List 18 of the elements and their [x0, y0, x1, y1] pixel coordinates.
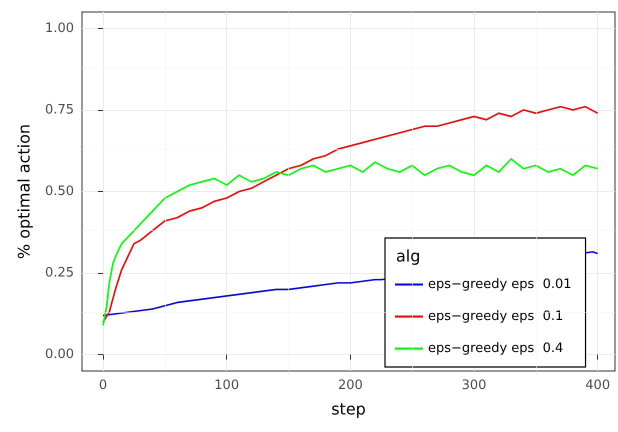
- y-tick-label: 0.25: [45, 266, 74, 281]
- y-tick-label: 0.00: [45, 347, 74, 362]
- line-series: [102, 158, 598, 326]
- x-axis-title: step: [331, 400, 366, 418]
- legend-title: alg: [396, 246, 420, 266]
- x-tick-label: 100: [214, 378, 240, 393]
- y-tick-label: 1.00: [45, 20, 74, 36]
- y-tick-label: 0.75: [45, 102, 74, 118]
- legend-label: eps−greedy eps 0.4: [428, 341, 564, 356]
- x-tick-label: 300: [462, 378, 486, 393]
- x-tick-label: 400: [585, 378, 610, 393]
- line-series: [102, 106, 598, 323]
- y-tick-label: 0.50: [45, 184, 74, 199]
- legend-label: eps−greedy eps 0.01: [428, 277, 572, 292]
- y-axis-title: % optimal action: [14, 124, 34, 260]
- x-tick-label: 0: [98, 378, 108, 393]
- x-tick-label: 200: [338, 378, 363, 393]
- legend-label: eps−greedy eps 0.1: [428, 309, 564, 324]
